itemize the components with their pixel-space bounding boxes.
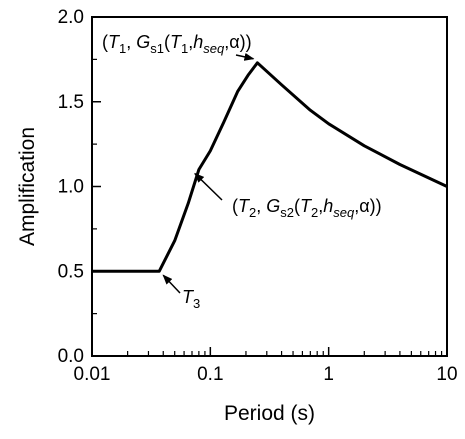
x-tick-label: 0.01 [74,364,111,385]
y-axis-ticks: 0.0 0.5 1.0 1.5 2.0 [58,7,101,367]
x-tick-label: 0.1 [197,364,223,385]
y-axis-title: Amplification [16,127,39,246]
x-tick-label: 1 [323,364,334,385]
t2-arrow [194,172,223,201]
x-tick-label: 10 [436,364,457,385]
y-tick-label: 2.0 [58,7,84,28]
x-axis-title: Period (s) [224,402,315,425]
t2-annotation: (T2, Gs2(T2,hseq,α)) [232,196,382,220]
y-tick-label: 1.5 [58,92,84,113]
amplification-curve [92,61,448,273]
x-axis-ticks: 0.01 0.1 1 10 [74,347,458,385]
y-tick-label: 0.0 [58,346,84,367]
t1-annotation: (T1, Gs1(T1,hseq,α)) [102,32,252,56]
y-tick-label: 0.5 [58,261,84,282]
plot-frame [91,16,448,357]
y-tick-label: 1.0 [58,177,84,198]
t1-arrow [235,52,255,61]
t3-annotation: T3 [182,287,200,311]
t3-arrow [162,274,181,294]
